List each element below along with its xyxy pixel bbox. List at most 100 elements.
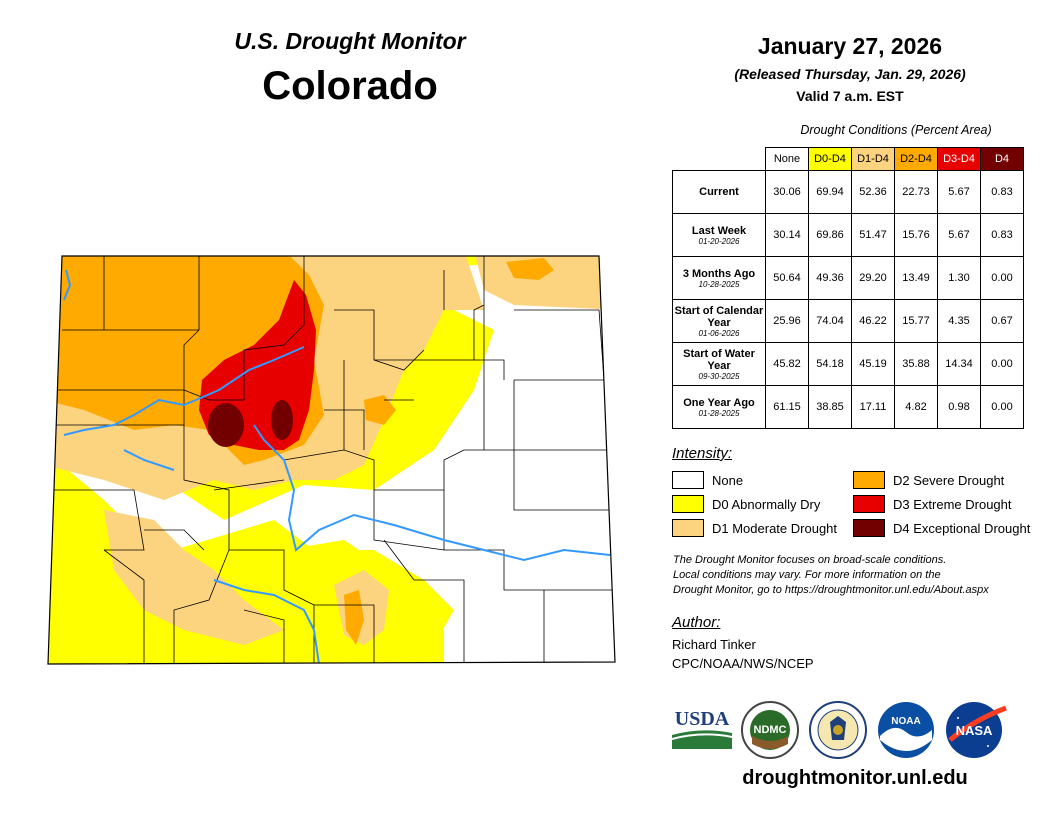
legend-swatch — [672, 495, 704, 513]
legend-swatch — [672, 471, 704, 489]
row-label-date: 09-30-2025 — [698, 371, 740, 381]
table-row: Start of Calendar Year 01-06-2026 25.96 7… — [672, 299, 1024, 343]
table-row: Current 30.06 69.94 52.36 22.73 5.67 0.8… — [672, 170, 1024, 214]
table-header-row: None D0-D4 D1-D4 D2-D4 D3-D4 D4 — [673, 147, 1024, 171]
table-cell: 69.94 — [808, 170, 852, 214]
table-row: 3 Months Ago 10-28-2025 50.64 49.36 29.20… — [672, 256, 1024, 300]
col-d4: D4 — [980, 147, 1024, 171]
col-d2-d4: D2-D4 — [894, 147, 938, 171]
doc-seal-logo — [809, 701, 867, 759]
table-cell: 1.30 — [937, 256, 981, 300]
row-label: Start of Calendar Year 01-06-2026 — [672, 299, 766, 343]
d4-area-west — [208, 403, 244, 447]
legend-item-none: None — [672, 471, 743, 489]
table-cell: 35.88 — [894, 342, 938, 386]
nasa-logo-text: NASA — [956, 723, 993, 738]
table-cell: 52.36 — [851, 170, 895, 214]
table-cell: 22.73 — [894, 170, 938, 214]
note-line: Local conditions may vary. For more info… — [673, 569, 941, 581]
row-label-text: Start of Calendar Year — [674, 304, 764, 329]
disclaimer-note: The Drought Monitor focuses on broad-sca… — [673, 553, 1043, 598]
table-cell: 51.47 — [851, 213, 895, 257]
table-cell: 0.67 — [980, 299, 1024, 343]
table-cell: 45.82 — [765, 342, 809, 386]
legend-label: D3 Extreme Drought — [893, 496, 1012, 512]
table-cell: 15.77 — [894, 299, 938, 343]
table-cell: 38.85 — [808, 385, 852, 429]
drought-map — [47, 255, 616, 665]
rivers — [63, 269, 611, 664]
table-cell: 45.19 — [851, 342, 895, 386]
ndmc-logo: NDMC — [741, 701, 799, 759]
row-label-date: 01-28-2025 — [698, 408, 740, 418]
table-cell: 14.34 — [937, 342, 981, 386]
legend-item-d0: D0 Abnormally Dry — [672, 495, 820, 513]
noaa-logo: NOAA — [878, 702, 934, 758]
table-cell: 74.04 — [808, 299, 852, 343]
row-label-text: Last Week — [691, 224, 747, 237]
legend-swatch — [853, 471, 885, 489]
footer-url[interactable]: droughtmonitor.unl.edu — [742, 767, 968, 789]
table-cell: 17.11 — [851, 385, 895, 429]
usda-logo: USDA — [672, 708, 732, 749]
legend-swatch — [672, 519, 704, 537]
map-date: January 27, 2026 — [757, 33, 943, 59]
valid-time: Valid 7 a.m. EST — [796, 88, 904, 104]
table-cell: 5.67 — [937, 213, 981, 257]
legend-label: D0 Abnormally Dry — [712, 496, 821, 512]
legend-item-d4: D4 Exceptional Drought — [853, 519, 1030, 537]
legend-swatch — [853, 495, 885, 513]
table-caption: Drought Conditions (Percent Area) — [800, 123, 992, 137]
row-label-text: Start of Water Year — [683, 347, 755, 372]
table-cell: 25.96 — [765, 299, 809, 343]
note-line: The Drought Monitor focuses on broad-sca… — [673, 554, 947, 566]
table-cell: 49.36 — [808, 256, 852, 300]
legend-label: D1 Moderate Drought — [712, 520, 838, 536]
d1-area-sw — [104, 510, 284, 645]
state-outline — [47, 255, 616, 665]
d4-area-east — [271, 400, 293, 440]
col-d0-d4: D0-D4 — [808, 147, 852, 171]
legend-label: D4 Exceptional Drought — [893, 520, 1031, 536]
county-lines — [48, 256, 614, 664]
d2-area-south — [344, 590, 364, 645]
table-cell: 0.00 — [980, 385, 1024, 429]
row-label: Current — [672, 170, 766, 214]
row-label-date: 10-28-2025 — [698, 279, 740, 289]
release-date: (Released Thursday, Jan. 29, 2026) — [734, 66, 966, 82]
table-cell: 54.18 — [808, 342, 852, 386]
table-cell: 69.86 — [808, 213, 852, 257]
author-title: Author: — [672, 614, 721, 631]
table-cell: 5.67 — [937, 170, 981, 214]
legend-label: D2 Severe Drought — [893, 472, 1005, 488]
table-cell: 0.00 — [980, 256, 1024, 300]
row-label: 3 Months Ago 10-28-2025 — [672, 256, 766, 300]
note-line: Drought Monitor, go to https://droughtmo… — [673, 584, 989, 596]
d2-area-ne — [506, 258, 554, 280]
table-cell: 61.15 — [765, 385, 809, 429]
table-cell: 0.83 — [980, 170, 1024, 214]
table-row: Last Week 01-20-2026 30.14 69.86 51.47 15… — [672, 213, 1024, 257]
legend-swatch — [853, 519, 885, 537]
table-row: Start of Water Year 09-30-2025 45.82 54.1… — [672, 342, 1024, 386]
d2-area-front — [364, 395, 396, 425]
nasa-logo: NASA — [946, 702, 1007, 758]
row-label-text: Current — [699, 186, 739, 198]
row-label-date: 01-06-2026 — [698, 328, 740, 338]
table-cell: 29.20 — [851, 256, 895, 300]
table-cell: 4.35 — [937, 299, 981, 343]
row-label-text: One Year Ago — [683, 396, 755, 409]
table-cell: 0.83 — [980, 213, 1024, 257]
row-label: Start of Water Year 09-30-2025 — [672, 342, 766, 386]
noaa-logo-text: NOAA — [891, 716, 920, 727]
ndmc-logo-text: NDMC — [754, 724, 787, 736]
usda-logo-text: USDA — [675, 708, 730, 730]
legend-item-d2: D2 Severe Drought — [853, 471, 1004, 489]
legend-item-d1: D1 Moderate Drought — [672, 519, 837, 537]
legend-item-d3: D3 Extreme Drought — [853, 495, 1012, 513]
table-cell: 13.49 — [894, 256, 938, 300]
legend-title: Intensity: — [672, 445, 733, 462]
col-d3-d4: D3-D4 — [937, 147, 981, 171]
table-cell: 30.14 — [765, 213, 809, 257]
col-d1-d4: D1-D4 — [851, 147, 895, 171]
